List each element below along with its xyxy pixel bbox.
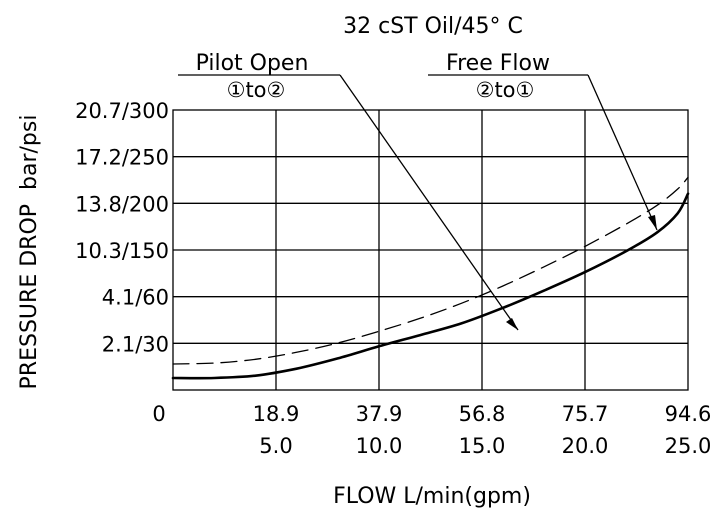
series-label-free-flow: Free Flow: [446, 51, 550, 76]
leader-arrowhead-pilot-open: [506, 318, 518, 330]
x-tick-label-gpm: 25.0: [665, 434, 712, 458]
y-tick-label: 13.8/200: [75, 192, 169, 216]
series-sublabel-free-flow: ②to①: [476, 78, 535, 102]
y-tick-label: 17.2/250: [75, 146, 169, 170]
y-tick-label: 2.1/30: [102, 332, 169, 356]
x-tick-labels: 0 18.9 5.0 37.9 10.0 56.8 15.0 75.7 20.0 94.6 25.0: [152, 402, 711, 458]
x-tick-label-lmin: 18.9: [253, 402, 300, 426]
plot-grid: [172, 109, 689, 391]
x-tick-label-gpm: 20.0: [562, 434, 609, 458]
x-tick-label-lmin: 94.6: [665, 402, 712, 426]
y-tick-labels: 20.7/300 17.2/250 13.8/200 10.3/150 4.1/60 2.…: [75, 99, 169, 356]
x-tick-label-lmin: 37.9: [356, 402, 403, 426]
series-label-pilot-open: Pilot Open: [196, 51, 309, 76]
series-sublabel-pilot-open: ①to②: [227, 78, 286, 102]
x-tick-label-lmin: 0: [152, 402, 165, 426]
x-axis-label: FLOW L/min(gpm): [333, 484, 531, 509]
series-line-free-flow: [172, 176, 689, 365]
series-line-pilot-open: [171, 192, 690, 380]
x-tick-label-gpm: 5.0: [259, 434, 292, 458]
y-tick-label: 4.1/60: [102, 286, 169, 310]
y-tick-label: 10.3/150: [75, 239, 169, 263]
x-tick-label-gpm: 15.0: [459, 434, 506, 458]
chart-title: 32 cST Oil/45° C: [343, 14, 523, 39]
leader-line-pilot-open: [339, 74, 519, 331]
x-tick-label-gpm: 10.0: [356, 434, 403, 458]
x-tick-label-lmin: 56.8: [459, 402, 506, 426]
y-tick-label: 20.7/300: [75, 99, 169, 123]
x-tick-label-lmin: 75.7: [562, 402, 609, 426]
y-axis-label: PRESSURE DROP bar/psi: [17, 115, 42, 390]
leader-arrowhead-free-flow: [648, 215, 657, 230]
series-leader-lines: [339, 74, 658, 331]
series-lines: [171, 176, 690, 380]
leader-line-free-flow: [587, 74, 658, 231]
